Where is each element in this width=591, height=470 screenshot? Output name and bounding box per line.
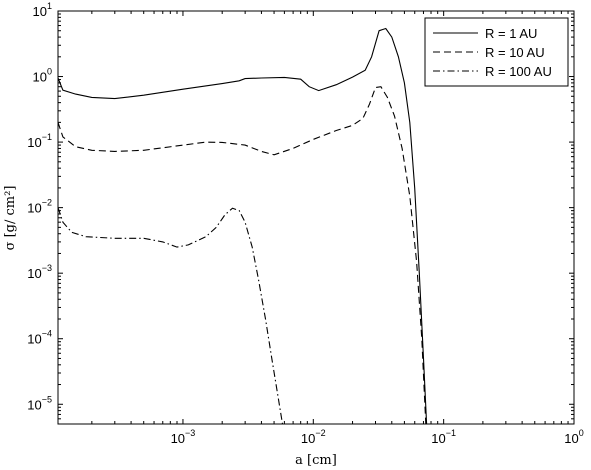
series-line-2	[57, 86, 427, 425]
legend: R = 1 AU R = 10 AU R = 100 AU	[424, 17, 569, 87]
y-tick-label: 10−1	[27, 132, 52, 150]
y-axis-title: σ [g/ cm²]	[3, 186, 18, 251]
series-layer	[57, 27, 428, 425]
legend-label: R = 10 AU	[485, 45, 545, 60]
legend-label: R = 1 AU	[485, 26, 537, 41]
series-line-3	[57, 207, 284, 425]
y-tick-label: 10−2	[27, 198, 52, 216]
x-tick-label: 10−3	[171, 428, 196, 446]
x-tick-label: 10−1	[431, 428, 456, 446]
series-line-1	[57, 27, 428, 425]
y-tick-label: 101	[33, 1, 52, 19]
y-tick-label: 10−5	[27, 394, 52, 412]
legend-label: R = 100 AU	[485, 64, 552, 79]
y-tick-label: 10−3	[27, 263, 52, 281]
x-tick-label: 100	[564, 428, 583, 446]
x-axis-title: a [cm]	[295, 453, 337, 468]
x-axis: 10−3 10−2 10−1 100	[91, 11, 584, 446]
x-tick-label: 10−2	[301, 428, 326, 446]
y-axis: 10−5 10−4 10−3 10−2 10−1 100 101	[27, 1, 574, 425]
y-tick-label: 10−4	[27, 329, 52, 347]
y-tick-label: 100	[33, 67, 52, 85]
